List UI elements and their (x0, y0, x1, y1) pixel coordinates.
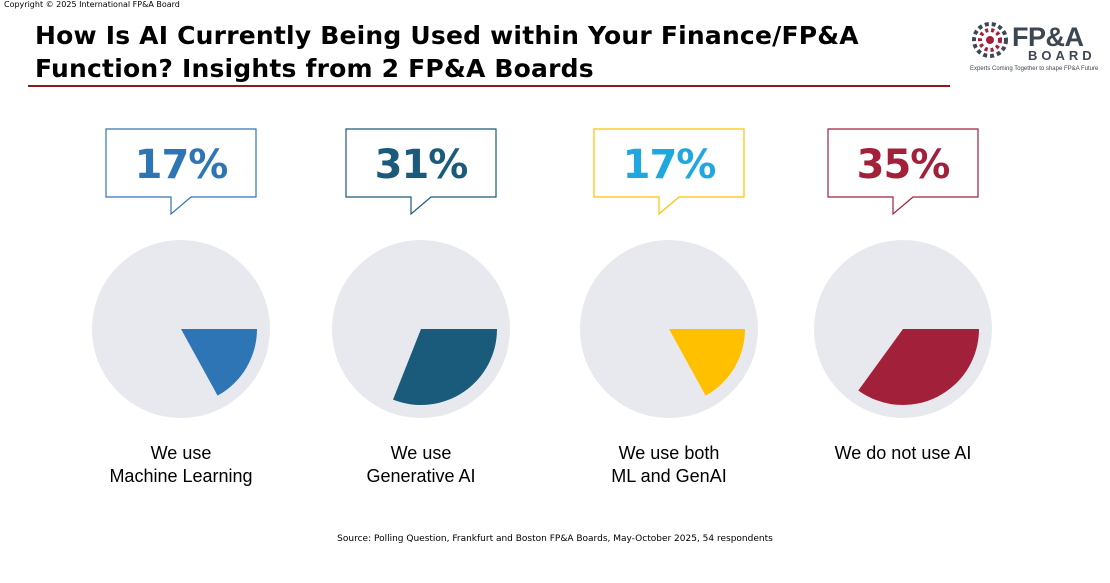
category-label-1: We use Machine Learning (81, 442, 281, 488)
chart-title: How Is AI Currently Being Used within Yo… (35, 21, 859, 83)
pie-2 (332, 240, 510, 418)
pie-3 (580, 240, 758, 418)
category-label-line-1: We use (390, 443, 452, 463)
pie-slice-3 (669, 329, 745, 396)
pie-panel-2: 31% We use Generative AI (321, 128, 521, 498)
pie-panel-4: 35% We do not use AI (803, 128, 1003, 498)
fpa-board-logo: FP&A BOARD Experts Coming Together to sh… (966, 14, 1102, 76)
logo-emblem-icon (972, 22, 1008, 58)
copyright-text: Copyright © 2025 International FP&A Boar… (4, 0, 180, 9)
logo-tagline: Experts Coming Together to shape FP&A Fu… (970, 66, 1099, 72)
category-label-line-1: We use both (618, 443, 720, 463)
pie-slice-4 (858, 329, 979, 406)
category-label-line-2: Machine Learning (109, 466, 253, 486)
value-label-1: 17% (134, 142, 229, 188)
value-label-2: 31% (374, 142, 469, 188)
category-label-line-1: We do not use AI (834, 443, 972, 463)
logo-sub: BOARD (1028, 48, 1096, 63)
pie-1 (92, 240, 270, 418)
pie-slice-1 (181, 329, 257, 396)
category-label-line-2: Generative AI (366, 466, 476, 486)
pie-slice-2 (393, 329, 497, 405)
value-bubble-2 (345, 128, 497, 216)
category-label-2: We use Generative AI (321, 442, 521, 488)
pie-4 (814, 240, 992, 418)
value-label-3: 17% (622, 142, 717, 188)
pie-panel-1: 17% We use Machine Learning (81, 128, 281, 498)
category-label-line-2: ML and GenAI (611, 466, 727, 486)
title-underline (28, 85, 950, 87)
source-note: Source: Polling Question, Frankfurt and … (337, 534, 773, 544)
value-label-4: 35% (856, 142, 951, 188)
category-label-4: We do not use AI (803, 442, 1003, 465)
category-label-line-1: We use (150, 443, 212, 463)
value-bubble-3 (593, 128, 745, 216)
value-bubble-1 (105, 128, 257, 216)
value-bubble-4 (827, 128, 979, 216)
logo-name: FP&A (1012, 22, 1084, 52)
category-label-3: We use both ML and GenAI (569, 442, 769, 488)
pie-panel-3: 17% We use both ML and GenAI (569, 128, 769, 498)
